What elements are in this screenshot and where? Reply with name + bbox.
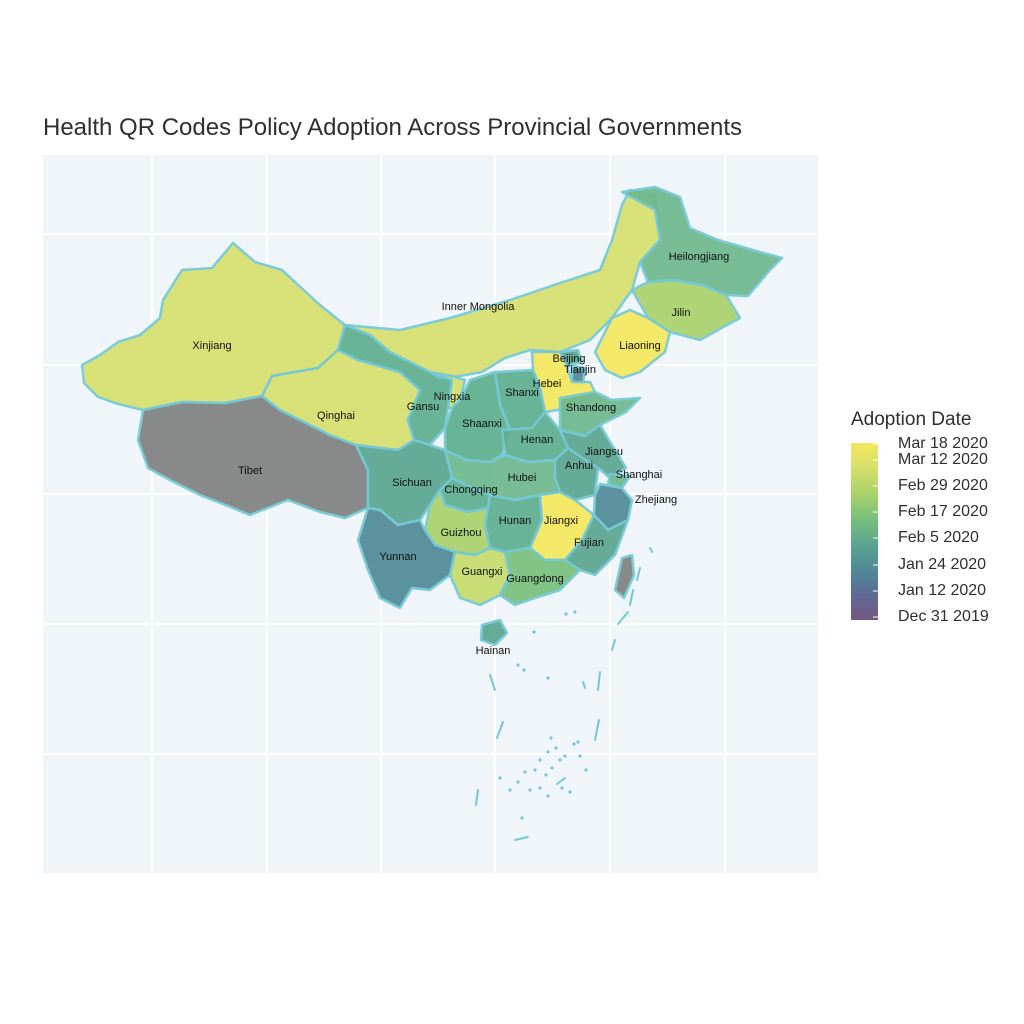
island-dot xyxy=(532,630,536,634)
province-label-xinjiang: Xinjiang xyxy=(192,340,231,352)
province-heilongjiang[interactable] xyxy=(620,185,784,298)
island-dash xyxy=(597,671,601,691)
legend-title: Adoption Date xyxy=(851,409,972,430)
province-label-shaanxi: Shaanxi xyxy=(462,418,502,430)
province-label-liaoning: Liaoning xyxy=(619,340,661,352)
island-dot xyxy=(546,750,550,754)
island-dot xyxy=(560,786,564,790)
island-dash xyxy=(496,721,504,739)
island-dot xyxy=(558,758,562,762)
legend-tick-label: Feb 17 2020 xyxy=(898,503,988,520)
provinces-layer xyxy=(80,185,784,647)
province-label-jiangxi: Jiangxi xyxy=(544,515,578,527)
island-dot xyxy=(550,766,554,770)
island-dot xyxy=(546,794,550,798)
province-label-yunnan: Yunnan xyxy=(379,551,416,563)
island-dash xyxy=(636,567,641,581)
province-label-qinghai: Qinghai xyxy=(317,410,355,422)
island-dash xyxy=(475,789,479,806)
island-dot xyxy=(576,740,580,744)
legend-tick-label: Mar 12 2020 xyxy=(898,451,988,468)
legend-colorbar xyxy=(851,443,878,620)
island-dot xyxy=(533,768,537,772)
province-xinjiang[interactable] xyxy=(80,241,347,412)
province-label-chongqing: Chongqing xyxy=(444,484,497,496)
province-label-guizhou: Guizhou xyxy=(441,527,482,539)
province-label-zhejiang: Zhejiang xyxy=(635,494,677,506)
province-label-jiangsu: Jiangsu xyxy=(585,446,623,458)
island-dot xyxy=(523,770,527,774)
province-label-sichuan: Sichuan xyxy=(392,477,432,489)
island-dot xyxy=(546,676,550,680)
province-label-hebei: Hebei xyxy=(533,378,562,390)
province-yunnan[interactable] xyxy=(356,506,457,610)
island-dot xyxy=(538,758,542,762)
island-dot xyxy=(568,790,572,794)
chart-title: Health QR Codes Policy Adoption Across P… xyxy=(43,114,742,141)
province-label-guangxi: Guangxi xyxy=(462,566,503,578)
legend-tick-label: Jan 12 2020 xyxy=(898,582,987,599)
province-label-hunan: Hunan xyxy=(499,515,531,527)
legend-tick-label: Dec 31 2019 xyxy=(898,608,989,625)
island-dot xyxy=(520,816,524,820)
province-liaoning[interactable] xyxy=(593,308,672,380)
island-dot xyxy=(508,788,512,792)
south-china-sea-islands xyxy=(475,547,653,841)
island-dot xyxy=(544,773,548,777)
island-dot xyxy=(498,776,502,780)
province-label-shanghai: Shanghai xyxy=(616,469,663,481)
island-dash xyxy=(617,611,629,625)
island-dot xyxy=(522,668,526,672)
island-dot xyxy=(538,786,542,790)
island-dash xyxy=(594,719,600,741)
province-label-anhui: Anhui xyxy=(565,460,593,472)
province-label-gansu: Gansu xyxy=(407,401,439,413)
legend-tick-label: Mar 18 2020 xyxy=(898,435,988,452)
island-dot xyxy=(563,754,567,758)
province-taiwan[interactable] xyxy=(613,553,636,600)
island-dash xyxy=(582,681,586,689)
province-label-heilongjiang: Heilongjiang xyxy=(669,251,730,263)
legend-tick-label: Jan 24 2020 xyxy=(898,556,987,573)
island-dash xyxy=(514,836,529,841)
province-label-tibet: Tibet xyxy=(238,465,262,477)
province-label-beijing: Beijing xyxy=(552,353,585,365)
province-guangdong[interactable] xyxy=(498,546,582,607)
province-label-tianjin: Tianjin xyxy=(564,364,596,376)
province-label-ningxia: Ningxia xyxy=(434,391,472,403)
province-label-shanxi: Shanxi xyxy=(505,387,539,399)
island-dot xyxy=(516,663,520,667)
island-dot xyxy=(564,612,568,616)
province-label-jilin: Jilin xyxy=(672,307,691,319)
province-label-hubei: Hubei xyxy=(508,472,537,484)
province-label-fujian: Fujian xyxy=(574,537,604,549)
province-hainan[interactable] xyxy=(479,618,509,647)
legend-tick-marks xyxy=(873,443,878,618)
island-dot xyxy=(573,610,577,614)
island-dot xyxy=(572,742,576,746)
island-dot xyxy=(584,768,588,772)
legend-tick-label: Feb 29 2020 xyxy=(898,477,988,494)
island-dash xyxy=(611,639,616,651)
province-labels: Xinjiang Tibet Qinghai Gansu Inner Mongolia H… xyxy=(192,251,729,657)
island-dot xyxy=(578,754,582,758)
province-label-shandong: Shandong xyxy=(566,402,616,414)
island-dot xyxy=(516,780,520,784)
island-dash xyxy=(556,777,566,785)
island-dot xyxy=(549,736,553,740)
island-dot xyxy=(528,788,532,792)
island-dash xyxy=(489,674,496,691)
province-label-inner-mongolia: Inner Mongolia xyxy=(442,301,516,313)
island-dash xyxy=(649,547,653,553)
island-dash xyxy=(629,589,634,606)
island-dot xyxy=(554,746,558,750)
legend-tick-label: Feb 5 2020 xyxy=(898,529,979,546)
province-label-hainan: Hainan xyxy=(476,645,511,657)
province-label-henan: Henan xyxy=(521,434,553,446)
province-label-guangdong: Guangdong xyxy=(506,573,564,585)
